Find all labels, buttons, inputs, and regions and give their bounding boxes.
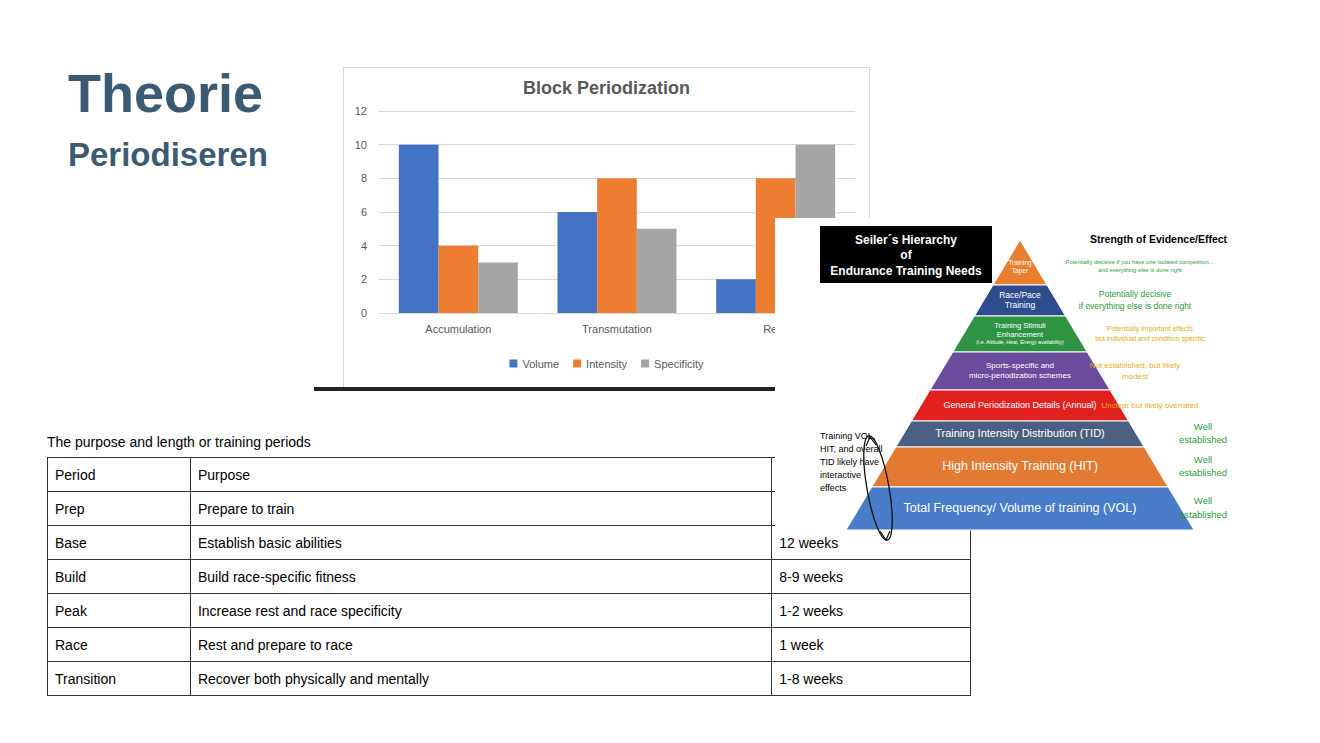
html-text:Peak: Peak xyxy=(55,602,87,619)
svg-text:12: 12 xyxy=(355,105,367,117)
html-text:1-8 weeks: 1-8 weeks xyxy=(779,670,843,687)
svg-text:Potentially decisive if you ha: Potentially decisive if you have one iso… xyxy=(1066,259,1215,265)
svg-text:Block Periodization: Block Periodization xyxy=(523,78,690,98)
html-text:8-9 weeks: 8-9 weeks xyxy=(779,568,843,585)
html-text:Theorie: Theorie xyxy=(68,63,263,123)
svg-text:General Periodization Details: General Periodization Details (Annual) xyxy=(943,400,1096,410)
svg-text:Accumulation: Accumulation xyxy=(425,323,491,335)
svg-text:if everything else is done rig: if everything else is done right xyxy=(1079,301,1192,311)
svg-text:of: of xyxy=(900,248,912,262)
svg-text:modest: modest xyxy=(1122,372,1149,381)
html-text:The purpose and length or trai: The purpose and length or training perio… xyxy=(47,434,311,450)
html-text:Establish basic abilities: Establish basic abilities xyxy=(197,534,342,551)
svg-text:Unclear but likely overrated: Unclear but likely overrated xyxy=(1102,401,1199,410)
html-text:Build race-specific fitness: Build race-specific fitness xyxy=(197,568,356,585)
html-text:Prep: Prep xyxy=(55,500,85,517)
html-text:Rest and prepare to race: Rest and prepare to race xyxy=(197,636,353,653)
svg-text:Training Intensity Distributio: Training Intensity Distribution (TID) xyxy=(935,427,1105,439)
svg-text:Sports-specific and: Sports-specific and xyxy=(986,361,1054,370)
html-text:Base: Base xyxy=(55,534,87,551)
svg-text:(i.e. Altitude, Heat, Energy a: (i.e. Altitude, Heat, Energy availabilit… xyxy=(976,339,1064,345)
svg-text:2: 2 xyxy=(361,273,367,285)
svg-text:High Intensity Training (HIT): High Intensity Training (HIT) xyxy=(942,459,1098,473)
svg-text:4: 4 xyxy=(361,240,367,252)
svg-text:but individual and condition s: but individual and condition specific xyxy=(1095,335,1205,343)
svg-text:Well: Well xyxy=(1194,454,1212,465)
svg-text:Enhancement: Enhancement xyxy=(997,330,1044,339)
svg-text:established: established xyxy=(1179,434,1227,445)
svg-text:Training: Training xyxy=(1005,300,1036,310)
html-text:Race: Race xyxy=(55,636,88,653)
svg-text:Intensity: Intensity xyxy=(586,358,627,370)
svg-text:0: 0 xyxy=(361,307,367,319)
svg-text:Specificity: Specificity xyxy=(654,358,704,370)
svg-text:Endurance Training Needs: Endurance Training Needs xyxy=(830,264,982,278)
svg-text:HIT, and overall: HIT, and overall xyxy=(820,444,883,454)
svg-text:Training Stimuli: Training Stimuli xyxy=(994,321,1046,330)
svg-text:6: 6 xyxy=(361,206,367,218)
html-text:Period: Period xyxy=(55,466,96,483)
svg-text:Volume: Volume xyxy=(522,358,559,370)
svg-text:TID likely have: TID likely have xyxy=(820,457,879,467)
svg-text:and everything else is done ri: and everything else is done right xyxy=(1098,267,1182,273)
svg-text:Not established, but likely: Not established, but likely xyxy=(1090,361,1181,370)
html-text:12 weeks: 12 weeks xyxy=(779,534,839,551)
html-text:1-2 weeks: 1-2 weeks xyxy=(779,602,843,619)
html-text:Purpose: Purpose xyxy=(197,466,250,483)
svg-text:Seiler´s Hierarchy: Seiler´s Hierarchy xyxy=(855,233,957,247)
svg-text:Well: Well xyxy=(1194,495,1212,506)
html-text:Periodiseren: Periodiseren xyxy=(68,136,268,173)
svg-text:Taper: Taper xyxy=(1012,267,1029,275)
svg-text:Potentially decisive: Potentially decisive xyxy=(1099,289,1172,299)
svg-text:10: 10 xyxy=(355,139,367,151)
svg-text:Race/Pace: Race/Pace xyxy=(999,290,1041,300)
svg-text:Well: Well xyxy=(1194,421,1212,432)
html-text:Recover both physically and me: Recover both physically and mentally xyxy=(197,670,429,687)
html-text:Build: Build xyxy=(55,568,87,585)
svg-text:established: established xyxy=(1179,467,1227,478)
svg-text:effects: effects xyxy=(820,483,847,493)
svg-text:interactive: interactive xyxy=(820,470,861,480)
html-text:Transition: Transition xyxy=(55,670,116,687)
svg-text:Total Frequency/ Volume of tra: Total Frequency/ Volume of training (VOL… xyxy=(904,501,1137,515)
svg-text:Training: Training xyxy=(1008,259,1032,267)
svg-text:micro-periodization schemes: micro-periodization schemes xyxy=(969,371,1071,380)
svg-text:Strength of Evidence/Effect: Strength of Evidence/Effect xyxy=(1090,233,1228,245)
html-text:Prepare to train: Prepare to train xyxy=(197,500,295,517)
svg-text:8: 8 xyxy=(361,172,367,184)
html-text:Increase rest and race specifi: Increase rest and race specificity xyxy=(197,602,402,619)
html-text:1 week: 1 week xyxy=(779,636,824,653)
svg-text:Transmutation: Transmutation xyxy=(582,323,652,335)
svg-text:Potentially important effects: Potentially important effects xyxy=(1107,325,1193,333)
svg-text:established: established xyxy=(1179,509,1227,520)
svg-text:Training VOL,: Training VOL, xyxy=(820,431,876,442)
